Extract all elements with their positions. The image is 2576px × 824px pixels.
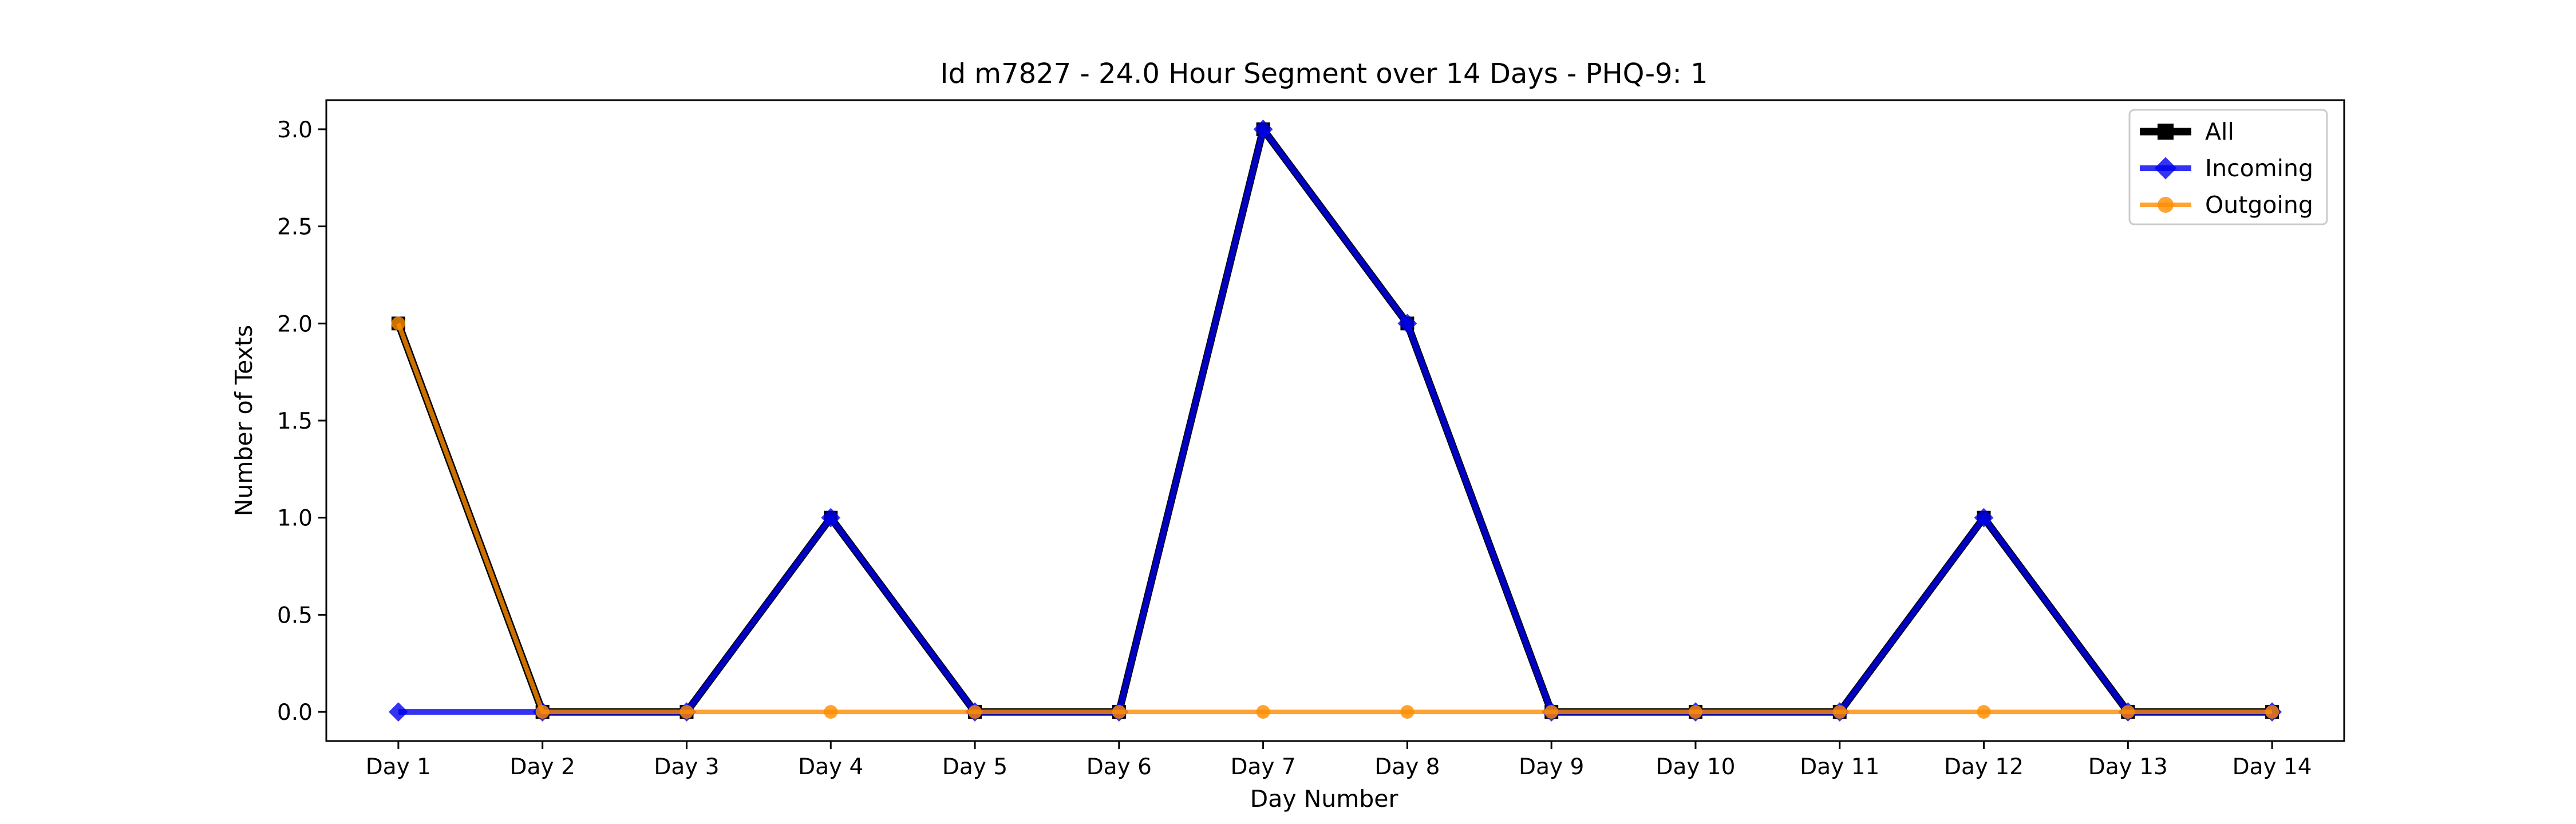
series-outgoing [391,316,2279,719]
legend-item-all: All [2140,118,2234,145]
data-point-outgoing [824,705,838,719]
legend-marker-incoming [2154,157,2177,180]
data-point-outgoing [1112,705,1126,719]
x-tick-label: Day 7 [1230,754,1295,780]
legend-box [2128,109,2328,225]
data-point-incoming [1974,508,1994,528]
legend: All Incoming Outgoing [2128,109,2328,225]
data-point-outgoing [1977,705,1991,719]
x-tick-label: Day 10 [1656,754,1735,780]
y-tick-label: 3.0 [277,117,313,143]
data-point-outgoing [1688,705,1702,719]
plot-area: 0.0 0.5 1.0 1.5 2.0 2.5 3.0 Day 1 Day 2 Day 3 Day … [277,99,2345,780]
y-tick-label: 0.0 [277,700,313,726]
series-line-incoming [398,126,2273,715]
series-incoming [388,120,2282,722]
x-tick-label: Day 13 [2088,754,2168,780]
x-tick-label: Day 1 [366,754,431,780]
data-point-incoming [1397,314,1417,334]
legend-label-all: All [2205,118,2234,145]
x-tick-label: Day 3 [654,754,719,780]
legend-item-outgoing: Outgoing [2140,191,2313,219]
x-tick-label: Day 8 [1374,754,1440,780]
legend-marker-outgoing [2158,197,2174,213]
series-line-all [394,125,2273,716]
x-tick-label: Day 11 [1800,754,1879,780]
legend-label-incoming: Incoming [2205,154,2313,182]
axes-frame [325,99,2345,742]
x-tick-label: Day 12 [1944,754,2024,780]
data-point-incoming [388,702,408,722]
y-axis-label: Number of Texts [230,325,258,517]
data-point-outgoing [2121,705,2135,719]
y-tick-label: 1.5 [277,409,313,434]
chart-title: Id m7827 - 24.0 Hour Segment over 14 Day… [940,58,1708,90]
y-tick-label: 2.0 [277,311,313,337]
y-tick-label: 1.0 [277,506,313,532]
x-axis-label: Day Number [1250,785,1398,813]
data-point-outgoing [1544,705,1559,719]
data-point-outgoing [2265,705,2279,719]
legend-marker-all [2158,124,2174,140]
x-tick-label: Day 14 [2233,754,2312,780]
y-tick-label: 0.5 [277,603,313,628]
x-tick-label: Day 2 [510,754,575,780]
data-point-incoming [1253,120,1273,139]
data-point-outgoing [1400,705,1415,719]
data-point-outgoing [535,705,550,719]
legend-label-outgoing: Outgoing [2205,191,2313,219]
x-tick-label: Day 9 [1519,754,1584,780]
x-tick-label: Day 5 [942,754,1008,780]
y-tick-label: 2.5 [277,215,313,240]
series-all [391,122,2279,719]
data-point-outgoing [1832,705,1847,719]
series-line-outgoing [396,322,2273,715]
x-tick-label: Day 6 [1086,754,1152,780]
data-point-outgoing [391,316,405,331]
data-point-incoming [821,508,841,528]
x-tick-label: Day 4 [798,754,863,780]
data-point-outgoing [1256,705,1270,719]
data-point-outgoing [968,705,982,719]
data-point-outgoing [679,705,694,719]
legend-item-incoming: Incoming [2140,154,2313,182]
